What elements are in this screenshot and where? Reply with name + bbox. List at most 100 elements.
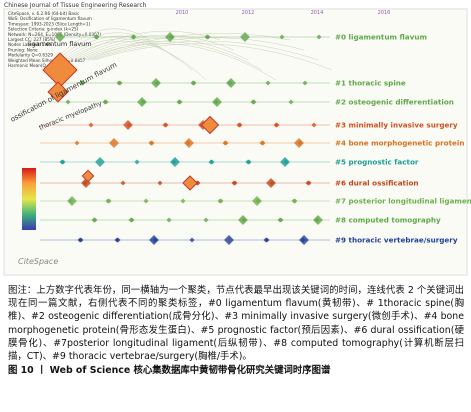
cluster-label: #5 prognostic factor	[335, 158, 419, 167]
cluster-label: #8 computed tomography	[335, 216, 441, 225]
node	[217, 198, 223, 204]
node	[259, 140, 265, 146]
link-arc	[87, 37, 305, 61]
cluster-label: #0 ligamentum flavum	[335, 33, 427, 42]
node	[165, 32, 175, 42]
node	[77, 237, 83, 243]
cluster-label: #9 thoracic vertebrae/surgery	[335, 236, 458, 245]
keyword: ligamentum flavum	[28, 40, 92, 48]
link-arc	[66, 40, 207, 81]
info-line: Harmonic Mean(Q, S)=0.7383	[8, 63, 71, 68]
link-arc	[69, 30, 221, 61]
node	[171, 159, 177, 165]
info-line: Selection Criteria: g-index (k=25)	[8, 27, 79, 32]
node	[120, 180, 126, 186]
info-line: Timespan: 1993-2023 (Slice Length=1)	[7, 21, 91, 26]
node	[88, 122, 94, 128]
node	[55, 32, 65, 42]
link-arc	[90, 40, 319, 61]
node	[82, 180, 88, 186]
node	[252, 196, 262, 206]
node	[305, 180, 311, 186]
link-arc	[72, 34, 235, 61]
color-legend	[22, 168, 36, 230]
node	[180, 198, 186, 204]
node	[291, 198, 297, 204]
node	[116, 80, 122, 86]
node	[102, 99, 108, 105]
node	[300, 237, 306, 243]
node	[238, 215, 248, 225]
node	[65, 99, 71, 105]
node	[266, 178, 276, 188]
cluster-label: #2 osteogenic differentiation	[335, 98, 454, 107]
cluster-label: #1 thoracic spine	[335, 79, 406, 88]
node	[68, 198, 74, 204]
node	[240, 32, 250, 42]
link-arc	[57, 32, 165, 61]
link-arc	[84, 33, 291, 61]
cluster-label: #4 bone morphogenetic protein	[335, 139, 464, 148]
info-line: Modularity Q=0.6329	[8, 53, 53, 58]
caption-note: 图注：上方数字代表年份，同一横轴为一个聚类，节点代表最早出现该关键词的时间，连线…	[8, 285, 464, 363]
year-label: 2010	[176, 10, 189, 16]
node	[157, 180, 163, 186]
node	[280, 157, 290, 167]
node	[105, 198, 111, 204]
node	[149, 235, 159, 245]
info-line: Largest CC: 227 (85%)	[8, 37, 56, 42]
cluster-label: #6 dural ossification	[335, 179, 419, 188]
info-line: Weighted Mean Silhouette S=0.8857	[8, 58, 86, 63]
year-label: 2014	[311, 10, 324, 16]
logo: CiteSpace	[18, 257, 58, 266]
node	[114, 237, 120, 243]
node	[203, 217, 209, 223]
link-arc	[93, 43, 333, 71]
hub-node	[42, 52, 78, 88]
link-arc	[54, 28, 151, 61]
node	[277, 217, 283, 223]
node	[231, 180, 237, 186]
info-line: Network: N=264, E=1066 (Density=0.0307)	[8, 32, 101, 37]
node	[189, 237, 195, 243]
node	[148, 140, 154, 146]
node	[263, 237, 269, 243]
year-label: 2016	[378, 10, 391, 16]
link-arc	[78, 41, 263, 71]
info-line: Nodes Labeled: 1.0%	[8, 42, 52, 47]
node	[109, 138, 119, 148]
node	[128, 217, 134, 223]
year-label: 2012	[242, 10, 255, 16]
figure: Chinese Journal of Tissue Engineering Re…	[3, 2, 471, 276]
node	[314, 217, 320, 223]
header: Chinese Journal of Tissue Engineering Re…	[4, 2, 147, 9]
caption: 图注：上方数字代表年份，同一横轴为一个聚类，节点代表最早出现该关键词的时间，连线…	[8, 284, 464, 377]
info-line: WoS: Ossification of ligamentum flavum	[8, 16, 92, 21]
info-line: Pruning: None	[8, 47, 38, 52]
node	[222, 140, 228, 146]
info-line: CiteSpace, v. 6.2.R6 (64-bit) Basic	[8, 11, 80, 16]
cluster-label: #3 minimally invasive surgery	[335, 121, 458, 130]
node	[185, 140, 191, 146]
node	[134, 159, 140, 165]
node	[245, 159, 251, 165]
figure-frame	[3, 8, 468, 276]
cluster-label: #7 posterior longitudinal ligament	[335, 197, 471, 206]
hub-node	[81, 169, 95, 183]
node	[79, 80, 85, 86]
hub-node	[200, 115, 220, 135]
node	[151, 78, 161, 88]
node	[91, 217, 97, 223]
node	[294, 138, 304, 148]
node	[143, 198, 149, 204]
node	[95, 157, 105, 167]
hub-node	[182, 175, 198, 191]
node	[123, 120, 133, 130]
node	[208, 159, 214, 165]
node	[74, 140, 80, 146]
node	[224, 235, 234, 245]
caption-title: 图 10 丨 Web of Science 核心集数据库中黄韧带骨化研究关键词时…	[8, 365, 331, 377]
link-arc	[81, 43, 277, 81]
hub-node	[47, 81, 69, 103]
